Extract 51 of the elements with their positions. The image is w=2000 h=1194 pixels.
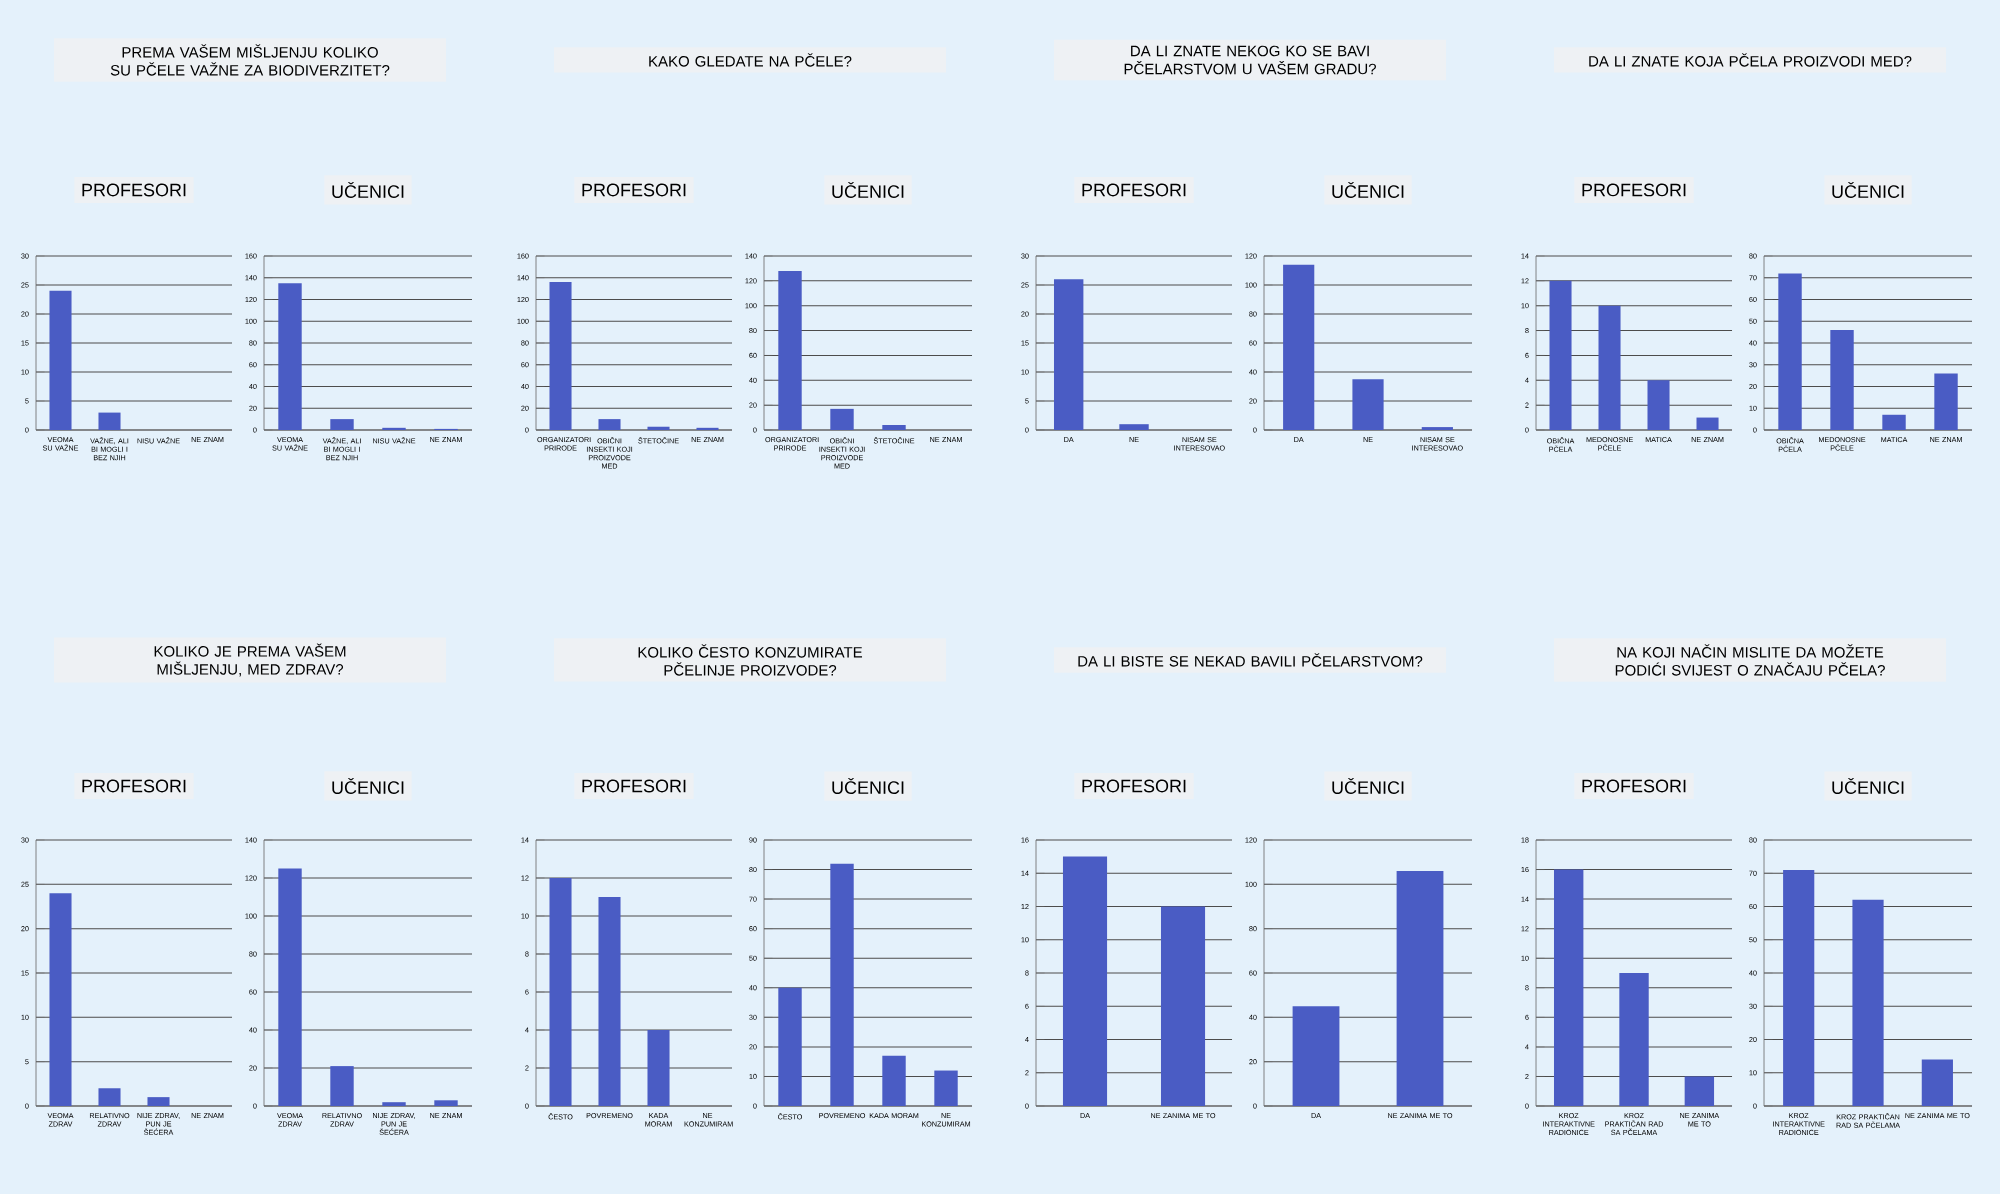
bar <box>1778 273 1802 430</box>
bar <box>882 1055 906 1106</box>
bar <box>278 283 302 430</box>
bar <box>1830 329 1854 430</box>
chart-subtitle: UČENICI <box>832 778 904 794</box>
bar <box>598 419 621 430</box>
chart-subtitle: UČENICI <box>332 778 404 794</box>
bar <box>549 282 572 430</box>
bar <box>830 863 854 1106</box>
bar <box>49 893 72 1106</box>
chart-subtitle: UČENICI <box>1332 778 1404 794</box>
bar <box>434 1100 458 1106</box>
bar <box>1684 1076 1715 1106</box>
chart-subtitle: PROFESORI <box>82 779 186 793</box>
bar <box>1283 264 1315 430</box>
bar <box>330 419 354 430</box>
chart-subtitle: PROFESORI <box>1582 183 1686 197</box>
bar <box>147 1097 170 1106</box>
bar <box>778 270 802 430</box>
chart-subtitle: PROFESORI <box>1082 183 1186 197</box>
chart-subtitle: UČENICI <box>332 182 404 198</box>
chart-subtitle: PROFESORI <box>582 183 686 197</box>
bar <box>934 1070 958 1106</box>
chart-subtitle: PROFESORI <box>82 183 186 197</box>
chart-subtitle: UČENICI <box>1832 182 1904 198</box>
bar <box>549 878 572 1106</box>
bar <box>330 1066 354 1106</box>
chart-subtitle: UČENICI <box>1332 182 1404 198</box>
bar <box>1553 869 1584 1106</box>
bar <box>598 897 621 1106</box>
bar <box>830 408 854 430</box>
bar <box>778 987 802 1106</box>
bar <box>1549 280 1572 430</box>
bar <box>1882 414 1906 430</box>
bar <box>1934 373 1958 430</box>
bar <box>647 1030 670 1106</box>
bar <box>1921 1059 1953 1106</box>
bar <box>1352 379 1384 430</box>
bar <box>1647 380 1670 430</box>
chart-subtitle: PROFESORI <box>1582 779 1686 793</box>
bar <box>1696 417 1719 430</box>
chart-subtitle: UČENICI <box>1832 778 1904 794</box>
bar <box>278 868 302 1106</box>
bar <box>1619 973 1649 1106</box>
bar <box>1852 899 1884 1106</box>
bar <box>1598 305 1621 430</box>
bar <box>98 1088 121 1106</box>
chart-subtitle: PROFESORI <box>582 779 686 793</box>
chart-subtitle: PROFESORI <box>1082 779 1186 793</box>
chart-subtitle: UČENICI <box>832 182 904 198</box>
bar <box>1783 869 1815 1106</box>
